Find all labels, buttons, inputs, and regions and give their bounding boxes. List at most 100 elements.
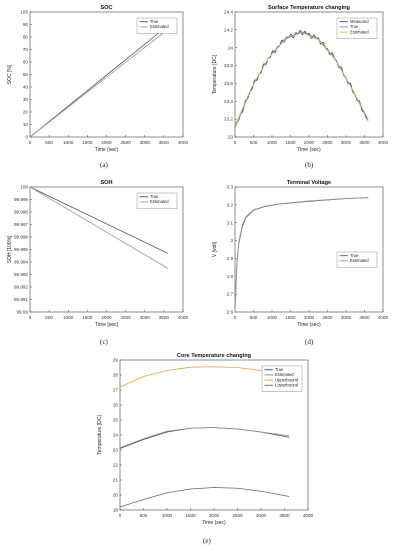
legend-label: True [350, 24, 359, 29]
chart-title: Terminal Voltage [287, 180, 331, 186]
x-tick-label: 500 [45, 315, 53, 320]
series-line-estimated [234, 197, 369, 313]
legend-label: Estimated [350, 258, 369, 263]
x-tick-label: 2000 [209, 513, 220, 518]
series-line-lowerbound [119, 487, 290, 508]
x-axis-label: Time (sec) [95, 147, 119, 153]
x-axis-label: Time (sec) [202, 520, 226, 526]
y-tick-label: 24.2 [224, 27, 233, 32]
y-tick-label: 3.2 [227, 202, 234, 207]
x-axis-label: Time (sec) [297, 147, 321, 153]
legend-label: True [275, 367, 284, 372]
y-tick-label: 2.7 [227, 292, 234, 297]
y-tick-label: 2.9 [227, 256, 234, 261]
x-tick-label: 4000 [378, 315, 389, 320]
legend-label: Upperbound [275, 377, 299, 382]
y-tick-label: 99.99 [17, 310, 29, 315]
y-tick-label: 99.992 [14, 285, 28, 290]
legend-box [261, 365, 303, 392]
chart-e: 0 500 1000 1500 2000 2500 3000 3500 4000 19 20 21 22… [97, 353, 314, 526]
x-tick-label: 0 [29, 315, 32, 320]
legend-label: Measured [350, 19, 369, 24]
caption-a: (a) [100, 161, 108, 169]
legend-label: Estimated [275, 372, 294, 377]
series-line-estimated [29, 186, 168, 269]
y-tick-label: 99.995 [14, 247, 28, 252]
chart-title: Surface Temperature changing [268, 5, 351, 11]
y-tick-label: 22 [113, 463, 119, 468]
y-tick-label: 29 [113, 358, 119, 363]
x-axis-label: Time [sec] [95, 322, 118, 328]
y-tick-label: 0 [25, 135, 28, 140]
x-tick-label: 3500 [279, 513, 290, 518]
x-tick-label: 4000 [303, 513, 314, 518]
x-tick-label: 3500 [359, 140, 370, 145]
x-tick-label: 3000 [140, 315, 151, 320]
y-tick-label: 99.991 [14, 297, 28, 302]
x-tick-label: 2000 [304, 315, 315, 320]
chart-title: SOH [100, 180, 112, 186]
y-tick-label: 100 [20, 185, 28, 190]
x-tick-label: 3500 [159, 140, 170, 145]
y-tick-label: 2.6 [227, 310, 234, 315]
y-tick-label: 23.8 [224, 63, 233, 68]
x-axis-label: Time (sec) [297, 322, 321, 328]
y-tick-label: 24 [228, 45, 234, 50]
y-tick-label: 80 [23, 35, 29, 40]
x-tick-label: 1000 [63, 140, 74, 145]
y-tick-label: 3.3 [227, 185, 234, 190]
x-tick-label: 500 [140, 513, 148, 518]
caption-d: (d) [305, 338, 314, 346]
x-tick-label: 500 [45, 140, 53, 145]
legend-label: True [150, 194, 159, 199]
x-tick-label: 4000 [378, 140, 389, 145]
y-tick-label: 2.8 [227, 274, 234, 279]
y-tick-label: 24.4 [224, 10, 233, 15]
x-tick-label: 1500 [185, 513, 196, 518]
legend-box [336, 17, 378, 39]
x-tick-label: 3500 [359, 315, 370, 320]
x-tick-label: 1500 [82, 315, 93, 320]
x-tick-label: 2500 [322, 315, 333, 320]
y-tick-label: 40 [23, 85, 29, 90]
x-tick-label: 1500 [285, 140, 296, 145]
y-tick-label: 3.1 [227, 220, 234, 225]
x-tick-label: 0 [234, 315, 237, 320]
y-axis-label: Temperature [DC] [212, 54, 218, 94]
legend-label: Estimated [350, 29, 369, 34]
legend-label: Estimated [150, 199, 169, 204]
y-tick-label: 99.996 [14, 235, 28, 240]
x-tick-label: 1500 [82, 140, 93, 145]
chart-a: 0 500 1000 1500 2000 2500 3000 3500 4000 0 10 20 30 4… [7, 5, 189, 153]
y-tick-label: 25 [113, 418, 119, 423]
series-line-estimated [234, 32, 369, 127]
x-tick-label: 500 [250, 140, 258, 145]
x-tick-label: 1500 [285, 315, 296, 320]
x-tick-label: 2500 [322, 140, 333, 145]
y-tick-label: 28 [113, 373, 119, 378]
x-tick-label: 3000 [256, 513, 267, 518]
legend-label: True [150, 19, 159, 24]
y-tick-label: 10 [23, 122, 29, 127]
y-tick-label: 23 [113, 448, 119, 453]
y-axis-label: V [volt] [212, 241, 218, 257]
x-tick-label: 1000 [162, 513, 173, 518]
y-tick-label: 27 [113, 388, 119, 393]
y-tick-label: 70 [23, 47, 29, 52]
y-tick-label: 23 [228, 135, 234, 140]
chart-d: 0 500 1000 1500 2000 2500 3000 3500 4000 2.6 2.7 2.… [212, 180, 389, 328]
plot-area [234, 186, 384, 313]
x-tick-label: 0 [234, 140, 237, 145]
y-axis-label: SOC [%] [7, 64, 13, 84]
y-tick-label: 30 [23, 97, 29, 102]
legend-label: Lowerbound [275, 383, 299, 388]
series-line-estimated [29, 29, 168, 138]
y-tick-label: 3 [230, 238, 233, 243]
y-tick-label: 50 [23, 72, 29, 77]
legend-label: True [350, 253, 359, 258]
chart-c: 0 500 1000 1500 2000 2500 3000 3500 4000 99.99 99.… [7, 180, 189, 328]
